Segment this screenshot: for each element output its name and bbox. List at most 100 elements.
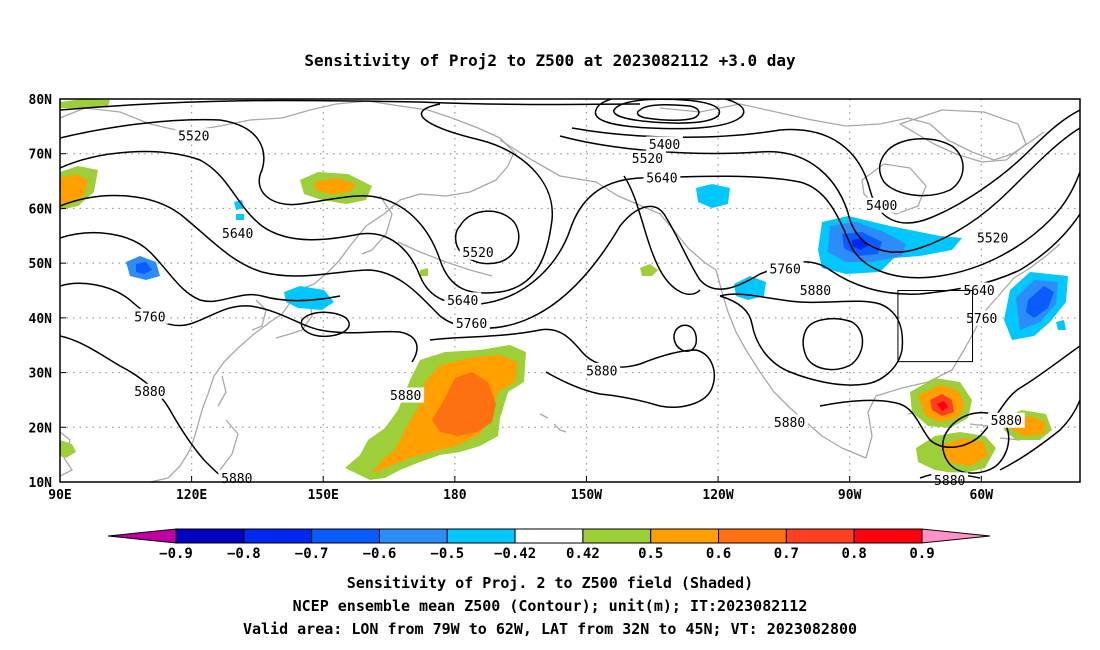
contour-label: 5400 — [649, 138, 680, 153]
contour-label: 5520 — [462, 246, 493, 261]
contour-5880-south-asia — [60, 335, 231, 482]
colorbar-label: −0.6 — [363, 546, 397, 562]
contour-5760-south — [60, 231, 341, 302]
shade-mid-antilles — [940, 438, 988, 466]
contour-label-bg — [444, 292, 482, 308]
coast-korea — [251, 299, 267, 331]
contour-5520-west — [60, 103, 553, 294]
lon-tick-label: 60W — [970, 488, 994, 503]
contour-label: 5880 — [586, 364, 617, 379]
colorbar-swatch — [582, 528, 652, 544]
coast-kamchatka — [361, 195, 393, 255]
contour-label-bg — [931, 472, 969, 488]
contour-label-bg — [987, 412, 1025, 428]
contour-label: 5520 — [178, 130, 209, 145]
contour-label: 5400 — [866, 199, 897, 214]
colorbar-label: −0.7 — [295, 546, 329, 562]
colorbar-low-end — [107, 528, 177, 544]
coast-hawaii — [539, 413, 567, 433]
coast-gulf-mexico — [865, 243, 1061, 459]
lon-tick-label: 150W — [571, 488, 602, 503]
footer-line-shading: Sensitivity of Proj. 2 to Z500 field (Sh… — [346, 574, 754, 592]
lat-tick-label: 50N — [29, 257, 53, 272]
contour-5520-closed — [454, 210, 520, 265]
contour-label: 5880 — [221, 472, 252, 487]
contour-label-bg — [175, 128, 213, 144]
contour-5880-closed-pacific-small — [673, 324, 698, 352]
lat-tick-label: 30N — [29, 367, 53, 382]
contour-5880-north-america — [719, 293, 904, 386]
contour-label-bg — [453, 315, 490, 331]
contour-label: 5880 — [134, 385, 165, 400]
shade-core-negative-west — [136, 262, 152, 274]
contour-5400-pole — [60, 99, 641, 111]
colorbar-swatch — [853, 528, 923, 544]
contour-5880-closed-pacific — [300, 311, 350, 338]
contour-label: 5640 — [447, 294, 478, 309]
contour-5400-ring-outer — [594, 99, 745, 130]
colorbar-label: −0.42 — [494, 546, 536, 562]
shade-core-negative-atlantic — [1026, 286, 1054, 318]
map-axes: 90E 120E 150E 180 150W 120W 90W 60W 80N 70N 60N 50N… — [29, 93, 994, 503]
lon-tick-label: 90E — [48, 488, 71, 503]
lat-tick-label: 40N — [29, 312, 53, 327]
lat-tick-label: 10N — [29, 476, 53, 491]
shade-core-west-pacific — [432, 372, 496, 436]
contour-label: 5880 — [390, 389, 421, 404]
footer-line-valid-area: Valid area: LON from 79W to 62W, LAT fro… — [242, 620, 858, 638]
contour-label-bg — [583, 362, 621, 378]
colorbar-swatch — [446, 528, 516, 544]
colorbar-label: 0.42 — [566, 546, 600, 562]
colorbar-swatch — [650, 528, 720, 544]
contour-label-bg — [131, 308, 169, 324]
sensitivity-shading — [60, 99, 1068, 480]
coast-south-asia — [60, 431, 73, 477]
contour-label: 5760 — [134, 310, 165, 325]
contour-5880-west — [60, 282, 418, 363]
shade-positive-north-strip — [60, 99, 110, 108]
colorbar-swatch — [718, 528, 787, 544]
contour-5400-hudson — [878, 138, 964, 197]
contour-label-bg — [863, 197, 901, 213]
contour-label-bg — [766, 261, 804, 277]
shade-negative-japan-sea — [284, 286, 334, 310]
contour-label: 5520 — [977, 231, 1008, 246]
contour-label-bg — [974, 229, 1012, 245]
contour-label-bg — [131, 383, 169, 399]
shade-peak-caribbean — [937, 401, 948, 411]
coast-alaska — [499, 139, 717, 271]
coast-canada-arctic — [659, 103, 1045, 161]
colorbar-high-end — [921, 528, 991, 544]
contour-5520-east — [559, 127, 1080, 253]
contour-label: 5640 — [222, 227, 253, 242]
contour-5880-caribbean-closed — [942, 411, 1010, 474]
contour-label-bg — [646, 136, 683, 152]
contour-label: 5880 — [774, 416, 805, 431]
contour-5880-atlantic-south — [999, 399, 1080, 471]
colorbar: −0.9 −0.8 −0.7 −0.6 −0.5 −0.42 0.42 0.5 0.6 0.7 0.… — [107, 528, 991, 562]
map-frame — [59, 98, 1081, 483]
lat-tick-label: 20N — [29, 421, 53, 436]
contour-label: 5760 — [456, 317, 487, 332]
valid-area-box — [897, 290, 974, 363]
colorbar-label: 0.8 — [842, 546, 867, 562]
contour-label: 5640 — [646, 171, 677, 186]
lon-tick-label: 180 — [443, 488, 467, 503]
lon-tick-label: 120E — [176, 488, 207, 503]
contour-5640-west — [60, 150, 1080, 306]
lat-tick-label: 80N — [29, 93, 53, 108]
footer-line-contour: NCEP ensemble mean Z500 (Contour); unit(… — [292, 597, 808, 615]
contour-5880-caribbean — [819, 345, 1080, 448]
colorbar-swatch — [785, 528, 855, 544]
contour-5880-closed-us — [802, 317, 864, 371]
contour-label-bg — [643, 169, 681, 185]
contour-5400-ring-inner — [636, 104, 700, 122]
colorbar-label: −0.8 — [227, 546, 261, 562]
coast-asia — [60, 100, 515, 482]
figure-title: Sensitivity of Proj2 to Z500 at 20230821… — [304, 51, 796, 70]
contour-5640-alaska — [623, 175, 701, 295]
coast-taiwan-philippines — [217, 375, 239, 471]
contour-label: 5760 — [966, 312, 997, 327]
